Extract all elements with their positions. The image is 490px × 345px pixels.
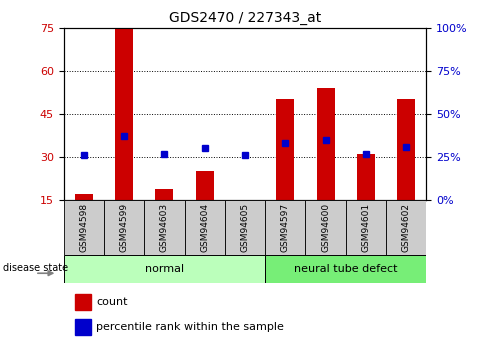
Title: GDS2470 / 227343_at: GDS2470 / 227343_at	[169, 11, 321, 25]
Text: GSM94599: GSM94599	[120, 203, 129, 252]
Text: GSM94605: GSM94605	[241, 203, 249, 252]
Text: GSM94601: GSM94601	[361, 203, 370, 252]
FancyBboxPatch shape	[185, 200, 225, 255]
FancyBboxPatch shape	[104, 200, 144, 255]
Bar	[75, 194, 93, 200]
Text: neural tube defect: neural tube defect	[294, 264, 397, 274]
Bar	[276, 99, 294, 200]
Bar	[357, 154, 375, 200]
Text: count: count	[97, 297, 128, 307]
Bar	[397, 99, 415, 200]
Bar	[115, 28, 133, 200]
Bar	[317, 88, 335, 200]
FancyBboxPatch shape	[265, 255, 426, 283]
FancyBboxPatch shape	[64, 200, 104, 255]
FancyBboxPatch shape	[305, 200, 346, 255]
Text: disease state: disease state	[3, 263, 68, 273]
Text: GSM94597: GSM94597	[281, 203, 290, 252]
Bar	[155, 189, 173, 200]
Text: GSM94598: GSM94598	[79, 203, 88, 252]
Text: GSM94600: GSM94600	[321, 203, 330, 252]
Text: GSM94602: GSM94602	[402, 203, 411, 252]
FancyBboxPatch shape	[225, 200, 265, 255]
Bar	[196, 171, 214, 200]
FancyBboxPatch shape	[144, 200, 185, 255]
Bar	[74, 319, 91, 335]
FancyBboxPatch shape	[386, 200, 426, 255]
FancyBboxPatch shape	[64, 255, 265, 283]
Bar	[74, 294, 91, 309]
FancyBboxPatch shape	[265, 200, 305, 255]
Text: GSM94603: GSM94603	[160, 203, 169, 252]
FancyBboxPatch shape	[346, 200, 386, 255]
Text: GSM94604: GSM94604	[200, 203, 209, 252]
Text: percentile rank within the sample: percentile rank within the sample	[97, 322, 284, 332]
Text: normal: normal	[145, 264, 184, 274]
